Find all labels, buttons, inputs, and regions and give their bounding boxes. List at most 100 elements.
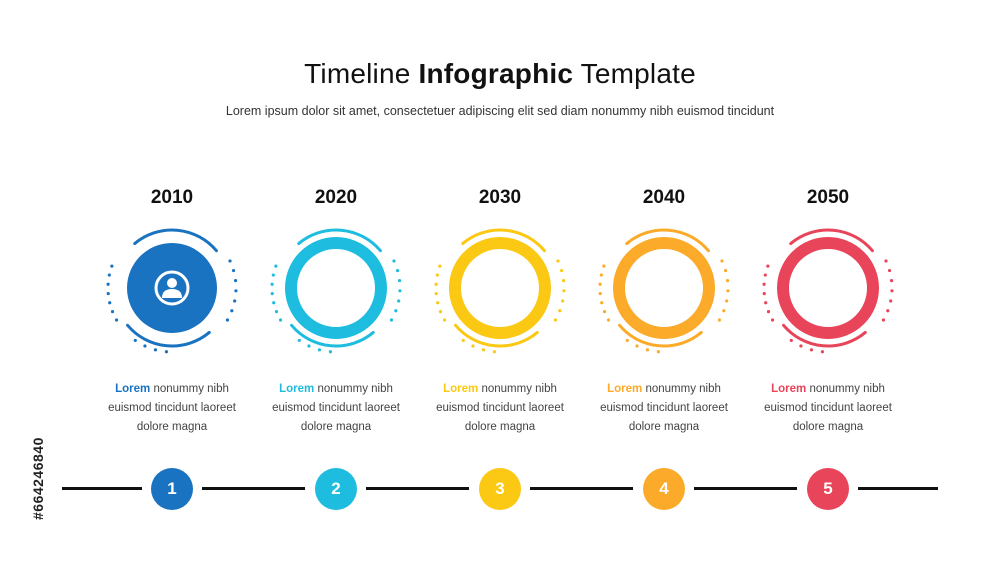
- ring-dot: [114, 318, 119, 322]
- ring-dot: [274, 310, 279, 314]
- ring-dot: [606, 318, 611, 322]
- ring-arc-top: [133, 228, 218, 253]
- timeline-item: 2040 Lorem nonummy nibh euismod tincidunt …: [579, 186, 749, 437]
- page-subtitle: Lorem ipsum dolor sit amet, consectetuer…: [225, 104, 775, 118]
- timeline-step-marker: 2: [315, 468, 357, 510]
- ring-dot: [143, 344, 147, 348]
- description-line-1: nonummy nibh: [809, 383, 885, 395]
- ring-dot: [720, 259, 724, 263]
- ring-dot: [436, 301, 440, 305]
- timeline-description: Lorem nonummy nibh euismod tincidunt laor…: [251, 380, 421, 437]
- description-line-1: nonummy nibh: [153, 383, 229, 395]
- ring-dot: [764, 301, 768, 305]
- ring-dot: [230, 309, 234, 313]
- title-part-2: Infographic: [418, 58, 574, 89]
- timeline-connector: [366, 487, 469, 490]
- ring-graphic: [598, 228, 730, 354]
- ring-dot: [471, 344, 475, 348]
- timeline-connector: [62, 487, 142, 490]
- ring-dot: [164, 350, 169, 354]
- ring-arc-bottom: [454, 323, 539, 348]
- ring-dot: [492, 350, 497, 354]
- ring-dot: [106, 291, 110, 296]
- ring-graphic: [270, 228, 402, 354]
- ring-dot: [762, 291, 766, 296]
- stock-id-label: #664246840: [6, 320, 46, 520]
- ring-main: [449, 237, 551, 339]
- ring-dot: [110, 264, 114, 268]
- description-lead: Lorem: [771, 383, 807, 395]
- ring-dot: [723, 268, 728, 273]
- ring-arc-top: [625, 228, 710, 253]
- ring-dot: [602, 264, 606, 268]
- ring-dot: [107, 273, 111, 277]
- description-line-3: dolore magna: [300, 421, 372, 433]
- ring-dot: [278, 318, 283, 322]
- ring-dot: [881, 318, 886, 322]
- title-part-3: Template: [580, 58, 696, 89]
- timeline-year: 2010: [150, 187, 194, 208]
- ring-graphic: [762, 228, 894, 354]
- ring-dot: [717, 318, 722, 322]
- timeline-step-marker: 4: [643, 468, 685, 510]
- timeline-item: 2030 Lorem nonummy nibh euismod tincidunt …: [415, 186, 585, 437]
- ring-dot: [395, 268, 400, 273]
- timeline-description: Lorem nonummy nibh euismod tincidunt laor…: [743, 380, 913, 437]
- ring-dot: [766, 264, 770, 268]
- ring-dot: [725, 278, 730, 283]
- description-line-2: euismod tincidunt laoreet: [272, 402, 400, 414]
- ring-dot: [561, 278, 566, 283]
- timeline-ring: [430, 218, 570, 358]
- ring-dot: [110, 310, 115, 314]
- ring-dot: [270, 291, 274, 296]
- ring-dot: [763, 273, 767, 277]
- ring-dot: [153, 348, 158, 352]
- ring-dot: [438, 310, 443, 314]
- ring-dot: [889, 278, 894, 283]
- ring-dot: [394, 309, 398, 313]
- ring-arc-bottom: [126, 323, 211, 348]
- ring-main: [613, 237, 715, 339]
- ring-dot: [481, 348, 486, 352]
- timeline-item: 2020 Lorem nonummy nibh euismod tincidunt …: [251, 186, 421, 437]
- ring-dot: [726, 289, 730, 293]
- timeline-year: 2040: [642, 187, 686, 208]
- timeline-year: 2020: [314, 187, 358, 208]
- ring-dot: [556, 259, 560, 263]
- ring-dot: [598, 291, 602, 296]
- timeline-description: Lorem nonummy nibh euismod tincidunt laor…: [415, 380, 585, 437]
- ring-dot: [645, 348, 650, 352]
- ring-dot: [389, 318, 394, 322]
- ring-dot: [553, 318, 558, 322]
- ring-dot: [274, 264, 278, 268]
- ring-arc-top: [789, 228, 874, 253]
- ring-dot: [656, 350, 661, 354]
- ring-dot: [722, 309, 726, 313]
- ring-dot: [559, 268, 564, 273]
- ring-dot: [234, 289, 238, 293]
- ring-dot: [887, 268, 892, 273]
- ring-dot: [600, 301, 604, 305]
- ring-dot: [106, 282, 110, 286]
- ring-dot: [766, 310, 771, 314]
- timeline-ring: [594, 218, 734, 358]
- description-line-3: dolore magna: [628, 421, 700, 433]
- timeline-year: 2050: [806, 187, 850, 208]
- ring-dot: [233, 278, 238, 283]
- ring-dot: [602, 310, 607, 314]
- timeline-connector: [694, 487, 797, 490]
- timeline-step-marker: 1: [151, 468, 193, 510]
- ring-dot: [890, 289, 894, 293]
- description-line-2: euismod tincidunt laoreet: [108, 402, 236, 414]
- ring-dot: [225, 318, 230, 322]
- ring-dot: [398, 289, 402, 293]
- description-line-1: nonummy nibh: [317, 383, 393, 395]
- ring-dot: [438, 264, 442, 268]
- ring-dot: [228, 259, 232, 263]
- ring-arc-bottom: [618, 323, 703, 348]
- ring-dot: [558, 309, 562, 313]
- ring-dot: [461, 338, 465, 343]
- description-line-2: euismod tincidunt laoreet: [436, 402, 564, 414]
- ring-dot: [562, 289, 566, 293]
- ring-dot: [231, 268, 236, 273]
